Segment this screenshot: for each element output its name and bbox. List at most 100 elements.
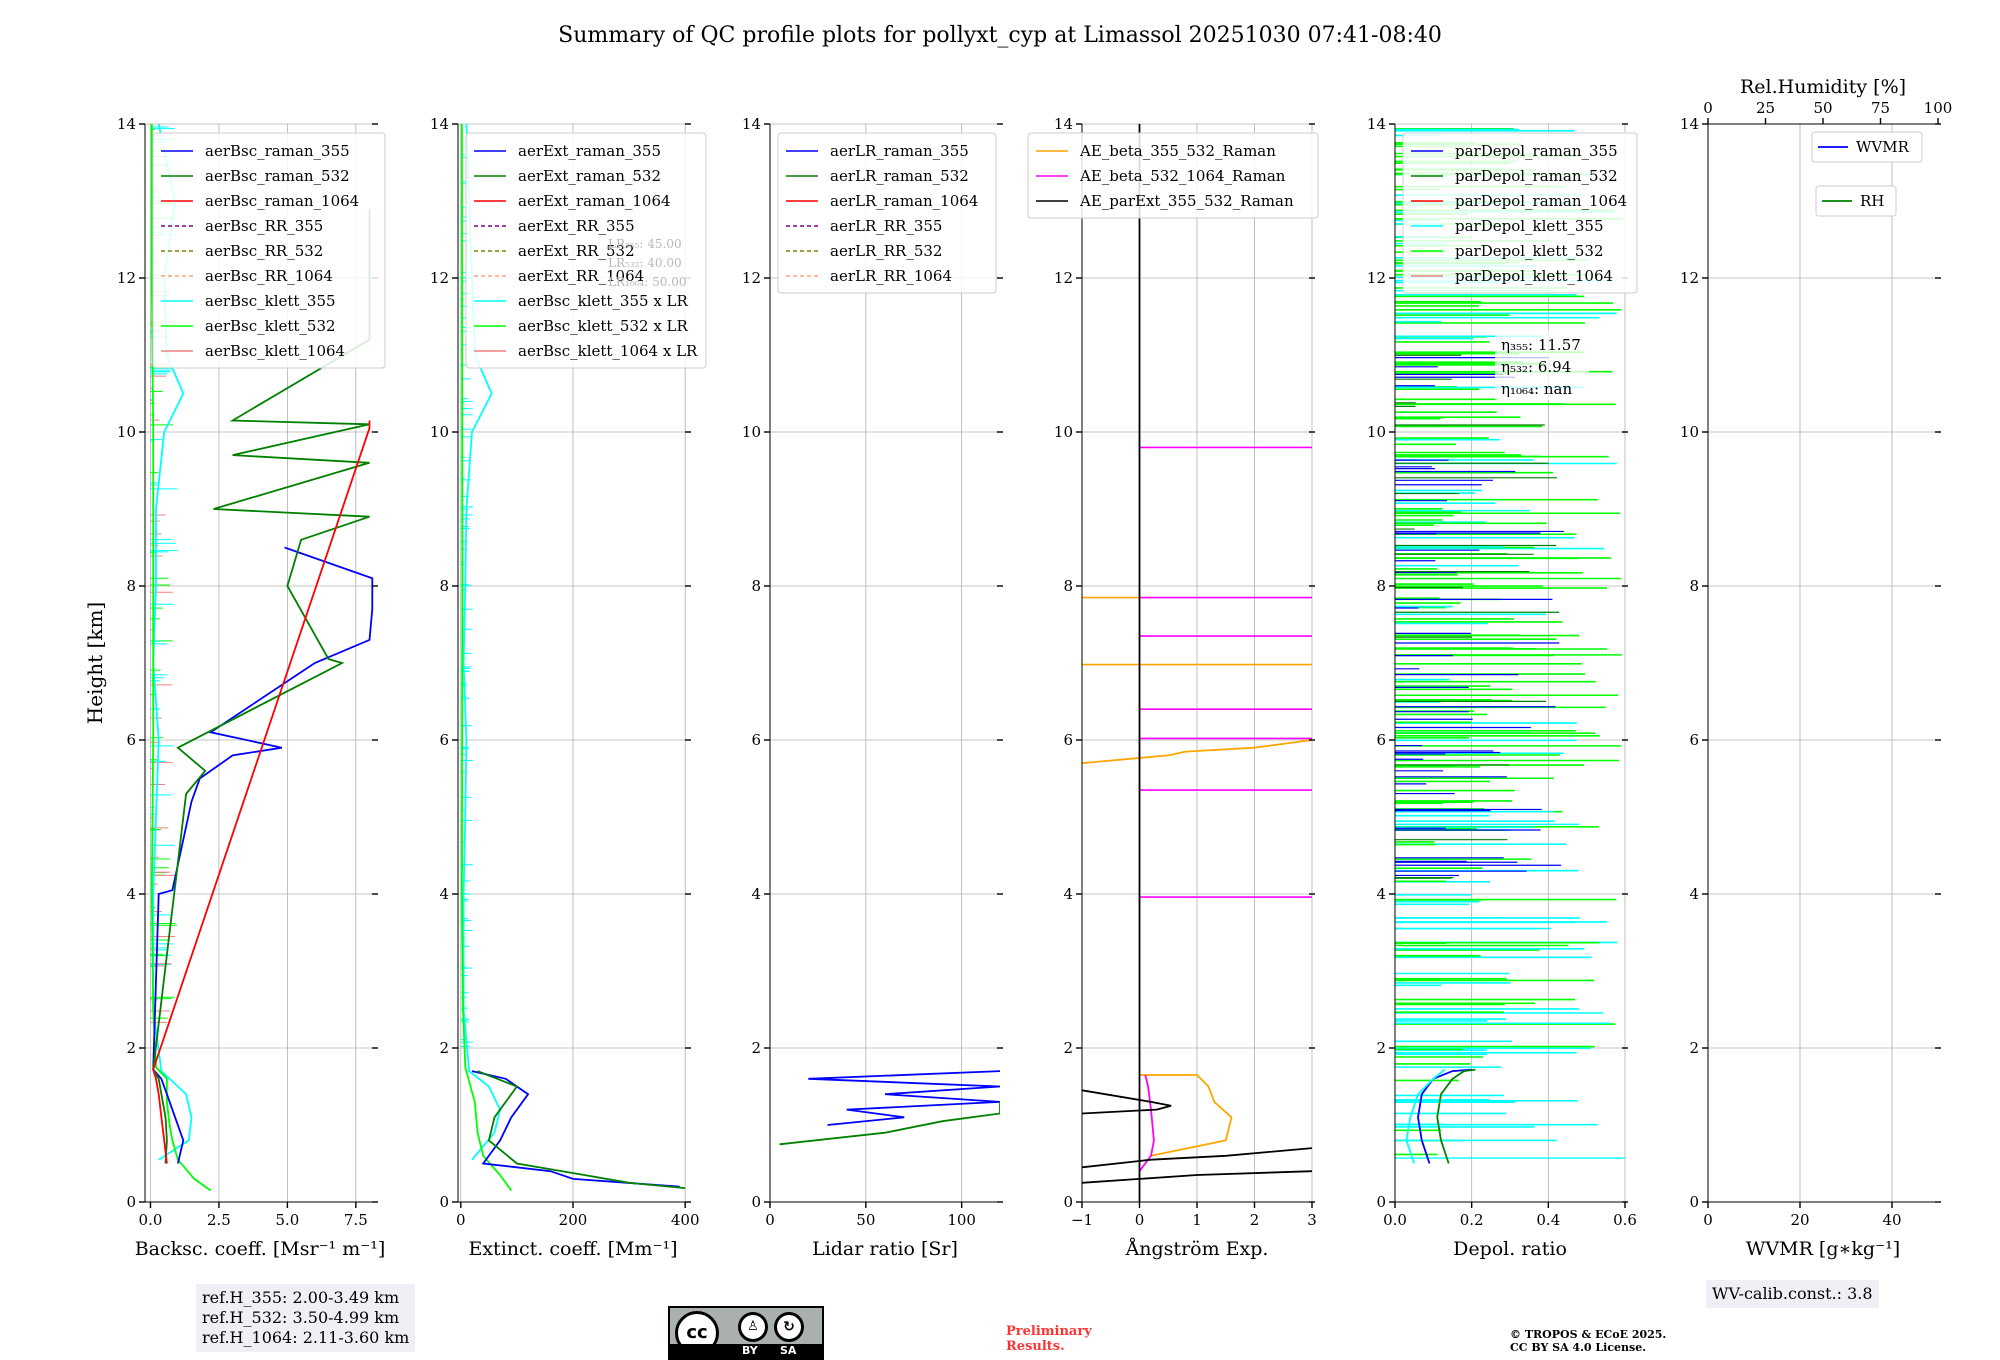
y-tick-label: 0 xyxy=(1689,1193,1699,1211)
panel-ext: 0 2 4 6 8 10 12 14 0 200 400 Extinct. coeff. [Mm⁻¹]… xyxy=(430,115,707,1260)
series-aerBsc_klett_532 x LR xyxy=(460,124,513,1192)
x-axis-label: Ångström Exp. xyxy=(1125,1238,1269,1260)
series-AE_beta_532_1064_Raman xyxy=(1138,1074,1155,1172)
x-axis-label: Extinct. coeff. [Mm⁻¹] xyxy=(468,1238,677,1260)
y-tick-label: 2 xyxy=(439,1039,449,1057)
y-tick-label: 14 xyxy=(1054,115,1073,133)
lidar-ratio-label: LR₁₀₆₄: 50.00 xyxy=(608,275,686,289)
legend-label: aerBsc_raman_532 xyxy=(205,167,350,185)
y-tick-label: 8 xyxy=(439,577,449,595)
x-tick-label: 1 xyxy=(1192,1211,1202,1229)
plot-area xyxy=(1082,124,1312,1202)
y-tick-label: 14 xyxy=(742,115,761,133)
preliminary-results-note: Preliminary Results. xyxy=(1006,1324,1092,1354)
share-alike-icon: ↻ xyxy=(774,1312,804,1342)
legend-label: aerExt_RR_355 xyxy=(518,217,635,235)
legend-label: parDepol_klett_355 xyxy=(1455,217,1604,235)
legend-label: aerBsc_RR_1064 xyxy=(205,267,333,285)
top-x-tick-label: 75 xyxy=(1871,99,1890,117)
x-tick-label: 40 xyxy=(1882,1211,1901,1229)
y-tick-label: 6 xyxy=(439,731,449,749)
y-tick-label: 12 xyxy=(1054,269,1073,287)
legend-label: parDepol_raman_532 xyxy=(1455,167,1618,185)
series-parDepol_klett_355 xyxy=(1405,1068,1446,1164)
y-tick-label: 8 xyxy=(126,577,136,595)
eta-box xyxy=(1495,330,1589,400)
x-tick-label: 0 xyxy=(1135,1211,1145,1229)
legend-label: parDepol_raman_355 xyxy=(1455,142,1618,160)
wv-calibration-box: WV-calib.const.: 3.8 xyxy=(1706,1280,1879,1308)
ref-height-1064: ref.H_1064: 2.11-3.60 km xyxy=(202,1328,410,1347)
legend-label: aerBsc_klett_1064 x LR xyxy=(518,342,698,360)
x-tick-label: −1 xyxy=(1071,1211,1093,1229)
legend-label: aerBsc_klett_1064 xyxy=(205,342,345,360)
panel-depol: 0 2 4 6 8 10 12 14 0.0 0.2 0.4 0.6 Depol. ratio parDe… xyxy=(1367,115,1638,1260)
legend: aerExt_raman_355 aerExt_raman_532 aerExt_r… xyxy=(465,132,707,369)
legend-WVMR: WVMR xyxy=(1811,131,1923,163)
legend-box xyxy=(1811,131,1923,163)
x-tick-label: 0.0 xyxy=(1383,1211,1407,1229)
y-axis-label: Height [km] xyxy=(83,602,107,724)
y-tick-label: 10 xyxy=(1367,423,1386,441)
x-tick-label: 200 xyxy=(559,1211,588,1229)
y-tick-label: 2 xyxy=(1376,1039,1386,1057)
figure-title: Summary of QC profile plots for pollyxt_… xyxy=(558,23,1442,48)
x-tick-label: 0.0 xyxy=(139,1211,163,1229)
legend-box xyxy=(465,132,707,369)
legend-label: aerBsc_raman_1064 xyxy=(205,192,359,210)
legend-label: aerLR_raman_355 xyxy=(830,142,969,160)
series-parDepol_raman_532 xyxy=(1436,1068,1476,1164)
top-axis-label: Rel.Humidity [%] xyxy=(1740,76,1906,98)
legend-label: aerLR_raman_1064 xyxy=(830,192,978,210)
legend-label: RH xyxy=(1860,192,1884,210)
y-tick-label: 6 xyxy=(1063,731,1073,749)
copyright-line-2: CC BY SA 4.0 License. xyxy=(1510,1341,1647,1354)
cc-by-label: BY xyxy=(742,1344,758,1357)
cc-license-badge: cc ♙ ↻ BY SA xyxy=(668,1306,824,1360)
x-tick-label: 2 xyxy=(1250,1211,1260,1229)
panel-bsc: 0 2 4 6 8 10 12 14 0.0 2.5 5.0 7.5 Backsc. coeff. [M… xyxy=(117,115,386,1260)
legend-box xyxy=(777,132,997,294)
x-tick-label: 5.0 xyxy=(275,1211,299,1229)
y-tick-label: 6 xyxy=(1689,731,1699,749)
y-tick-label: 12 xyxy=(430,269,449,287)
x-axis-label: Backsc. coeff. [Msr⁻¹ m⁻¹] xyxy=(135,1238,386,1260)
y-tick-label: 4 xyxy=(1376,885,1386,903)
legend-label: aerLR_RR_1064 xyxy=(830,267,952,285)
legend-label: aerBsc_RR_355 xyxy=(205,217,323,235)
preliminary-line-2: Results. xyxy=(1006,1339,1065,1354)
x-tick-label: 0 xyxy=(765,1211,775,1229)
series-aerExt_raman_532 xyxy=(477,1070,686,1189)
legend-label: aerLR_RR_355 xyxy=(830,217,942,235)
y-tick-label: 12 xyxy=(1680,269,1699,287)
legend-box xyxy=(1815,185,1897,217)
legend-label: WVMR xyxy=(1856,138,1910,156)
y-tick-label: 12 xyxy=(117,269,136,287)
preliminary-line-1: Preliminary xyxy=(1006,1324,1092,1339)
lidar-ratio-label: LR₅₃₂: 40.00 xyxy=(608,256,682,270)
legend-box xyxy=(1402,132,1638,294)
y-tick-label: 14 xyxy=(1367,115,1386,133)
ref-height-355: ref.H_355: 2.00-3.49 km xyxy=(202,1288,400,1307)
x-tick-label: 20 xyxy=(1790,1211,1809,1229)
legend-label: aerBsc_klett_355 x LR xyxy=(518,292,689,310)
x-axis-label: Depol. ratio xyxy=(1453,1238,1567,1260)
legend-label: AE_parExt_355_532_Raman xyxy=(1079,192,1294,210)
y-tick-label: 2 xyxy=(1063,1039,1073,1057)
x-tick-label: 50 xyxy=(856,1211,875,1229)
y-tick-label: 10 xyxy=(1054,423,1073,441)
legend-box xyxy=(1027,132,1319,219)
series-AE_parExt_355_532_Raman xyxy=(1082,1089,1172,1115)
series-aerExt_raman_355 xyxy=(471,1070,680,1188)
x-tick-label: 0 xyxy=(1703,1211,1713,1229)
series-aerBsc_raman_355 xyxy=(152,546,374,1164)
legend-label: parDepol_raman_1064 xyxy=(1455,192,1627,210)
x-tick-label: 7.5 xyxy=(344,1211,368,1229)
y-tick-label: 8 xyxy=(751,577,761,595)
y-tick-label: 6 xyxy=(751,731,761,749)
y-tick-label: 0 xyxy=(439,1193,449,1211)
series-aerBsc_klett_532 xyxy=(150,124,212,1192)
y-tick-label: 8 xyxy=(1689,577,1699,595)
